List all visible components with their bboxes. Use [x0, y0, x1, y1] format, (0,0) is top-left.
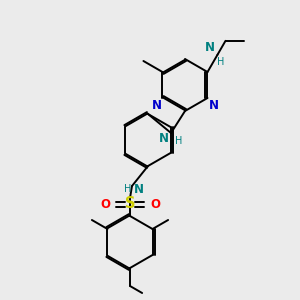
Text: H: H: [217, 57, 224, 67]
Text: H: H: [175, 136, 182, 146]
Text: N: N: [205, 41, 214, 54]
Text: N: N: [208, 99, 218, 112]
Text: O: O: [150, 197, 160, 211]
Text: N: N: [152, 99, 161, 112]
Text: H: H: [124, 184, 131, 194]
Text: O: O: [100, 197, 110, 211]
Text: N: N: [159, 132, 169, 145]
Text: N: N: [134, 183, 144, 196]
Text: S: S: [125, 196, 135, 211]
